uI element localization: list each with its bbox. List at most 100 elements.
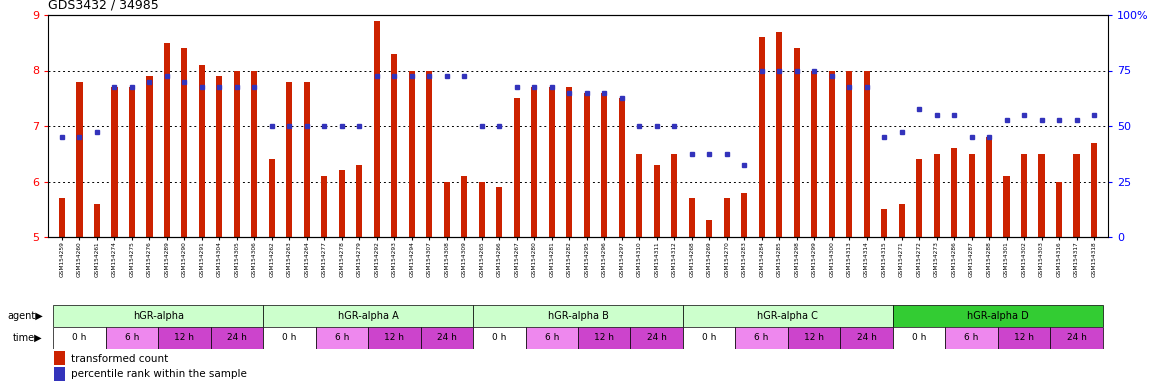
Text: hGR-alpha A: hGR-alpha A bbox=[338, 311, 398, 321]
Bar bbox=[828, 71, 835, 237]
Bar bbox=[106, 328, 159, 349]
Bar bbox=[1004, 176, 1010, 237]
Bar bbox=[841, 328, 892, 349]
Text: 0 h: 0 h bbox=[72, 333, 86, 343]
Text: 6 h: 6 h bbox=[965, 333, 979, 343]
Text: 12 h: 12 h bbox=[384, 333, 405, 343]
Bar bbox=[461, 176, 467, 237]
Bar bbox=[321, 176, 328, 237]
Bar bbox=[53, 328, 106, 349]
Bar bbox=[263, 328, 315, 349]
Bar bbox=[210, 328, 263, 349]
Bar bbox=[473, 305, 683, 326]
Text: hGR-alpha B: hGR-alpha B bbox=[547, 311, 608, 321]
Bar bbox=[736, 328, 788, 349]
Bar bbox=[892, 305, 1103, 326]
Text: 0 h: 0 h bbox=[492, 333, 506, 343]
Bar bbox=[233, 71, 240, 237]
Bar bbox=[444, 182, 450, 237]
Text: 0 h: 0 h bbox=[282, 333, 297, 343]
Bar bbox=[497, 187, 503, 237]
Bar bbox=[374, 21, 380, 237]
Bar bbox=[741, 193, 748, 237]
Text: 6 h: 6 h bbox=[124, 333, 139, 343]
Bar bbox=[619, 98, 624, 237]
Bar bbox=[356, 165, 362, 237]
Bar bbox=[368, 328, 421, 349]
Bar bbox=[473, 328, 526, 349]
Bar bbox=[846, 71, 852, 237]
Bar bbox=[304, 82, 310, 237]
Bar bbox=[1050, 328, 1103, 349]
Bar bbox=[1056, 182, 1063, 237]
Bar bbox=[723, 198, 730, 237]
Bar bbox=[94, 204, 100, 237]
Bar bbox=[54, 351, 66, 365]
Text: 12 h: 12 h bbox=[804, 333, 825, 343]
Text: agent▶: agent▶ bbox=[7, 311, 43, 321]
Bar bbox=[566, 87, 573, 237]
Bar bbox=[630, 328, 683, 349]
Bar bbox=[776, 31, 782, 237]
Text: 0 h: 0 h bbox=[702, 333, 716, 343]
Bar bbox=[934, 154, 940, 237]
Text: 24 h: 24 h bbox=[646, 333, 667, 343]
Bar bbox=[683, 328, 736, 349]
Text: 6 h: 6 h bbox=[754, 333, 769, 343]
Text: 12 h: 12 h bbox=[175, 333, 194, 343]
Text: 12 h: 12 h bbox=[1014, 333, 1034, 343]
Bar bbox=[164, 43, 170, 237]
Bar bbox=[315, 328, 368, 349]
Bar bbox=[427, 71, 432, 237]
Bar bbox=[689, 198, 695, 237]
Bar bbox=[584, 93, 590, 237]
Text: transformed count: transformed count bbox=[71, 354, 168, 364]
Bar bbox=[146, 76, 153, 237]
Text: GDS3432 / 34985: GDS3432 / 34985 bbox=[48, 0, 159, 11]
Text: 24 h: 24 h bbox=[857, 333, 876, 343]
Bar bbox=[59, 198, 66, 237]
Bar bbox=[76, 82, 83, 237]
Bar bbox=[549, 87, 554, 237]
Text: hGR-alpha C: hGR-alpha C bbox=[758, 311, 819, 321]
Bar bbox=[182, 48, 187, 237]
Bar bbox=[898, 204, 905, 237]
Bar bbox=[421, 328, 473, 349]
Bar bbox=[881, 209, 887, 237]
Bar bbox=[1021, 154, 1027, 237]
Bar bbox=[986, 137, 992, 237]
Bar bbox=[998, 328, 1050, 349]
Bar bbox=[788, 328, 841, 349]
Bar bbox=[478, 182, 485, 237]
Bar bbox=[286, 82, 292, 237]
Bar bbox=[53, 305, 263, 326]
Text: percentile rank within the sample: percentile rank within the sample bbox=[71, 369, 247, 379]
Bar bbox=[54, 367, 66, 381]
Bar bbox=[391, 54, 398, 237]
Text: 6 h: 6 h bbox=[335, 333, 350, 343]
Bar bbox=[793, 48, 799, 237]
Bar bbox=[1038, 154, 1044, 237]
Bar bbox=[968, 154, 975, 237]
Bar bbox=[653, 165, 660, 237]
Text: time▶: time▶ bbox=[13, 333, 43, 343]
Bar bbox=[683, 305, 892, 326]
Bar bbox=[263, 305, 473, 326]
Text: 24 h: 24 h bbox=[437, 333, 457, 343]
Text: hGR-alpha: hGR-alpha bbox=[132, 311, 184, 321]
Bar bbox=[951, 148, 957, 237]
Bar bbox=[706, 220, 712, 237]
Bar bbox=[514, 98, 520, 237]
Text: 6 h: 6 h bbox=[545, 333, 559, 343]
Bar bbox=[252, 71, 258, 237]
Bar bbox=[864, 71, 869, 237]
Bar bbox=[129, 87, 135, 237]
Bar bbox=[531, 87, 537, 237]
Text: 0 h: 0 h bbox=[912, 333, 926, 343]
Bar bbox=[917, 159, 922, 237]
Bar bbox=[269, 159, 275, 237]
Bar bbox=[945, 328, 998, 349]
Bar bbox=[199, 65, 205, 237]
Bar bbox=[892, 328, 945, 349]
Text: hGR-alpha D: hGR-alpha D bbox=[967, 311, 1029, 321]
